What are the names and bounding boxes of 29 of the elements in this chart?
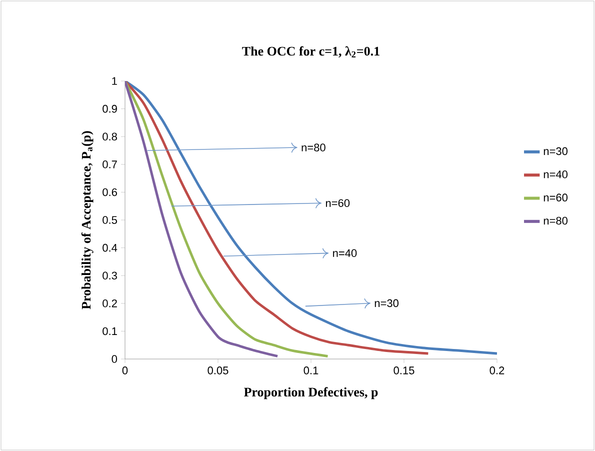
- legend-label: n=40: [544, 170, 568, 178]
- x-tick-label: 0.15: [394, 366, 414, 374]
- y-tick-label: 0.8: [102, 132, 117, 140]
- chart-title: The OCC for c=1, λ$_{2}$=0.1: [242, 46, 380, 58]
- y-tick-label: 0.1: [102, 327, 117, 336]
- line-series: [125, 81, 497, 355]
- y-tick-label: 0.5: [102, 216, 117, 224]
- annotation: n=80: [302, 144, 326, 152]
- y-tick-label: 0.3: [102, 272, 117, 280]
- x-tick-label: 0.2: [490, 366, 504, 374]
- y-axis-title: Probability of Acceptance, P$_{a}$(p): [81, 131, 94, 310]
- y-tick-label: 0.4: [102, 244, 118, 252]
- y-tick-label: 0.6: [102, 188, 117, 196]
- annotation: n=40: [333, 249, 357, 258]
- legend-label: n=30: [544, 147, 568, 156]
- annotation: n=30: [374, 299, 398, 308]
- x-tick-label: 0: [122, 366, 128, 374]
- y-tick-label: 0.7: [102, 160, 117, 168]
- y-tick-label: 1: [112, 77, 117, 85]
- x-axis-title: Proportion Defectives, p: [244, 387, 378, 400]
- line-series: [125, 81, 430, 355]
- legend-label: n=60: [544, 194, 568, 202]
- x-tick-label: 0.1: [304, 366, 318, 374]
- y-tick-label: 0.2: [102, 300, 117, 308]
- legend-label: n=80: [544, 216, 568, 225]
- y-tick-label: 0.9: [102, 104, 117, 113]
- x-tick-label: 0.05: [208, 366, 228, 374]
- y-tick-label: 0: [112, 355, 118, 363]
- annotation: n=60: [326, 199, 350, 207]
